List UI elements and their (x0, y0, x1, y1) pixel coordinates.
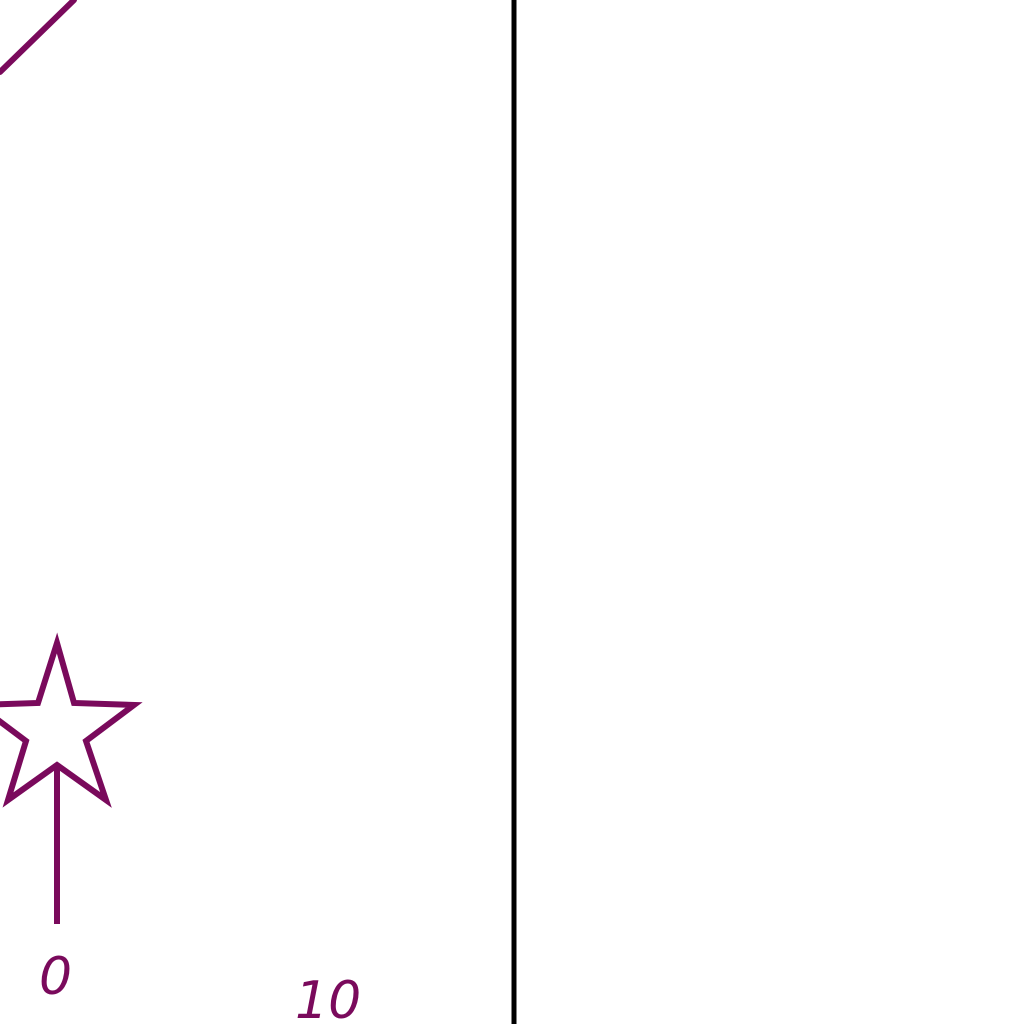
scale-label-zero: 0 (39, 947, 72, 1007)
scale-label-ten: 10 (295, 971, 361, 1024)
diagonal-stroke (0, 0, 77, 75)
star-icon (0, 632, 143, 808)
